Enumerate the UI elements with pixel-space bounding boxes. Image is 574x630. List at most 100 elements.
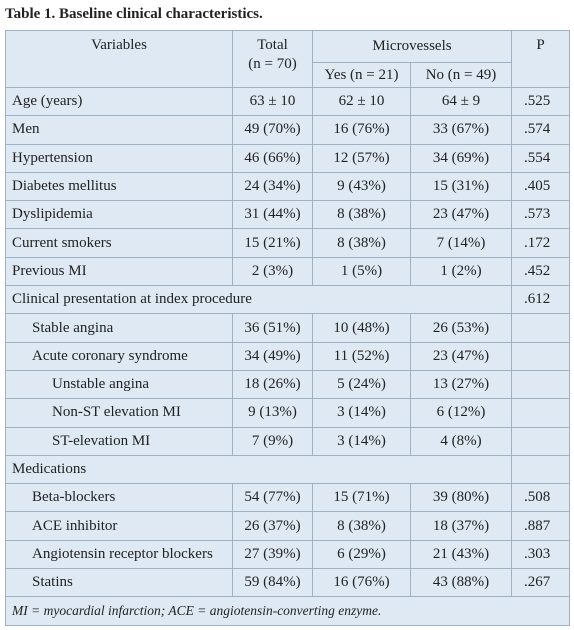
value-cell: 10 (48%) (312, 313, 411, 343)
p-value-cell: .887 (511, 511, 570, 541)
table-row: Angiotensin receptor blockers 27 (39%) 6 (… (5, 539, 570, 570)
row-label: Age (years) (5, 86, 233, 117)
header-text: No (n = 49) (425, 66, 497, 83)
row-label: Beta-blockers (5, 483, 233, 513)
table-row: Beta-blockers 54 (77%) 15 (71%) 39 (80%) .50… (5, 483, 570, 513)
header-cell: Microvessels (312, 30, 512, 63)
value-cell: 27 (39%) (232, 539, 313, 570)
value-cell: 16 (76%) (312, 568, 411, 598)
value-cell: 5 (24%) (312, 369, 411, 400)
table-row: Hypertension 46 (66%) 12 (57%) 34 (69%) .554 (5, 143, 570, 173)
row-label: Acute coronary syndrome (5, 341, 233, 371)
table-row: Dyslipidemia 31 (44%) 8 (38%) 23 (47%) .573 (5, 200, 570, 230)
header-cell: Variables (5, 30, 233, 88)
p-value-cell: .303 (511, 539, 570, 570)
header-text: Yes (n = 21) (324, 66, 399, 83)
row-label: Non-ST elevation MI (5, 398, 233, 428)
value-cell: 18 (37%) (410, 511, 512, 541)
table-row: Diabetes mellitus 24 (34%) 9 (43%) 15 (31%)… (5, 171, 570, 202)
header-cell: Yes (n = 21) (312, 62, 411, 88)
value-cell: 54 (77%) (232, 483, 313, 513)
header-text: P (536, 37, 545, 53)
p-value-cell (511, 398, 570, 428)
value-cell: 8 (38%) (312, 228, 411, 258)
table-row: Men 49 (70%) 16 (76%) 33 (67%) .574 (5, 115, 570, 145)
value-cell: 7 (9%) (232, 426, 313, 456)
value-cell: 21 (43%) (410, 539, 512, 570)
p-value-cell (511, 341, 570, 371)
row-label: Current smokers (5, 228, 233, 258)
value-cell: 8 (38%) (312, 511, 411, 541)
row-label: Hypertension (5, 143, 233, 173)
p-value-cell: .172 (511, 228, 570, 258)
p-value-cell: .267 (511, 568, 570, 598)
value-cell: 23 (47%) (410, 341, 512, 371)
header-text: Total (257, 37, 288, 53)
row-label: Clinical presentation at index procedure (5, 285, 512, 315)
p-value-cell: .508 (511, 483, 570, 513)
value-cell: 8 (38%) (312, 200, 411, 230)
value-cell: 9 (43%) (312, 171, 411, 202)
value-cell: 13 (27%) (410, 369, 512, 400)
value-cell: 64 ± 9 (410, 86, 512, 117)
value-cell: 62 ± 10 (312, 86, 411, 117)
value-cell: 3 (14%) (312, 398, 411, 428)
table-row: Medications (5, 454, 570, 485)
value-cell: 34 (49%) (232, 341, 313, 371)
value-cell: 63 ± 10 (232, 86, 313, 117)
row-label: Diabetes mellitus (5, 171, 233, 202)
header-cell: No (n = 49) (410, 62, 512, 88)
value-cell: 7 (14%) (410, 228, 512, 258)
value-cell: 15 (31%) (410, 171, 512, 202)
value-cell: 9 (13%) (232, 398, 313, 428)
header-text: (n = 70) (248, 56, 297, 72)
table: Variables Total (n = 70) Microvessels P Y… (5, 30, 570, 626)
value-cell: 36 (51%) (232, 313, 313, 343)
table-row: Clinical presentation at index procedure… (5, 285, 570, 315)
footnote: MI = myocardial infarction; ACE = angiot… (5, 596, 570, 626)
value-cell: 11 (52%) (312, 341, 411, 371)
row-label: Men (5, 115, 233, 145)
value-cell: 3 (14%) (312, 426, 411, 456)
value-cell: 15 (71%) (312, 483, 411, 513)
p-value-cell: .573 (511, 200, 570, 230)
p-value-cell: .554 (511, 143, 570, 173)
p-value-cell: .452 (511, 256, 570, 287)
value-cell: 46 (66%) (232, 143, 313, 173)
row-label: ACE inhibitor (5, 511, 233, 541)
header-text: Variables (91, 37, 147, 53)
table-title: Table 1. Baseline clinical characteristi… (5, 6, 263, 22)
p-value-cell: .405 (511, 171, 570, 202)
p-value-cell: .574 (511, 115, 570, 145)
row-label: Unstable angina (5, 369, 233, 400)
value-cell: 33 (67%) (410, 115, 512, 145)
row-label: Statins (5, 568, 233, 598)
row-label: Stable angina (5, 313, 233, 343)
header-row: Yes (n = 21) No (n = 49) (6, 62, 570, 88)
value-cell: 1 (2%) (410, 256, 512, 287)
row-label: Medications (5, 454, 512, 485)
row-label: Angiotensin receptor blockers (5, 539, 233, 570)
header-cell: P (511, 30, 570, 88)
value-cell: 12 (57%) (312, 143, 411, 173)
table-row: Acute coronary syndrome 34 (49%) 11 (52%) 2… (5, 341, 570, 371)
header-cell: Total (n = 70) (232, 30, 313, 88)
footnote-row: MI = myocardial infarction; ACE = angiot… (5, 596, 570, 626)
table-row: Unstable angina 18 (26%) 5 (24%) 13 (27%) (5, 369, 570, 400)
value-cell: 23 (47%) (410, 200, 512, 230)
table-row: Non-ST elevation MI 9 (13%) 3 (14%) 6 (12%) (5, 398, 570, 428)
table-row: Statins 59 (84%) 16 (76%) 43 (88%) .267 (5, 568, 570, 598)
p-value-cell: .525 (511, 86, 570, 117)
value-cell: 49 (70%) (232, 115, 313, 145)
value-cell: 26 (37%) (232, 511, 313, 541)
value-cell: 59 (84%) (232, 568, 313, 598)
table-row: Stable angina 36 (51%) 10 (48%) 26 (53%) (5, 313, 570, 343)
value-cell: 15 (21%) (232, 228, 313, 258)
value-cell: 4 (8%) (410, 426, 512, 456)
value-cell: 43 (88%) (410, 568, 512, 598)
p-value-cell (511, 313, 570, 343)
value-cell: 18 (26%) (232, 369, 313, 400)
header-row: Variables Total (n = 70) Microvessels P (5, 30, 570, 88)
value-cell: 26 (53%) (410, 313, 512, 343)
